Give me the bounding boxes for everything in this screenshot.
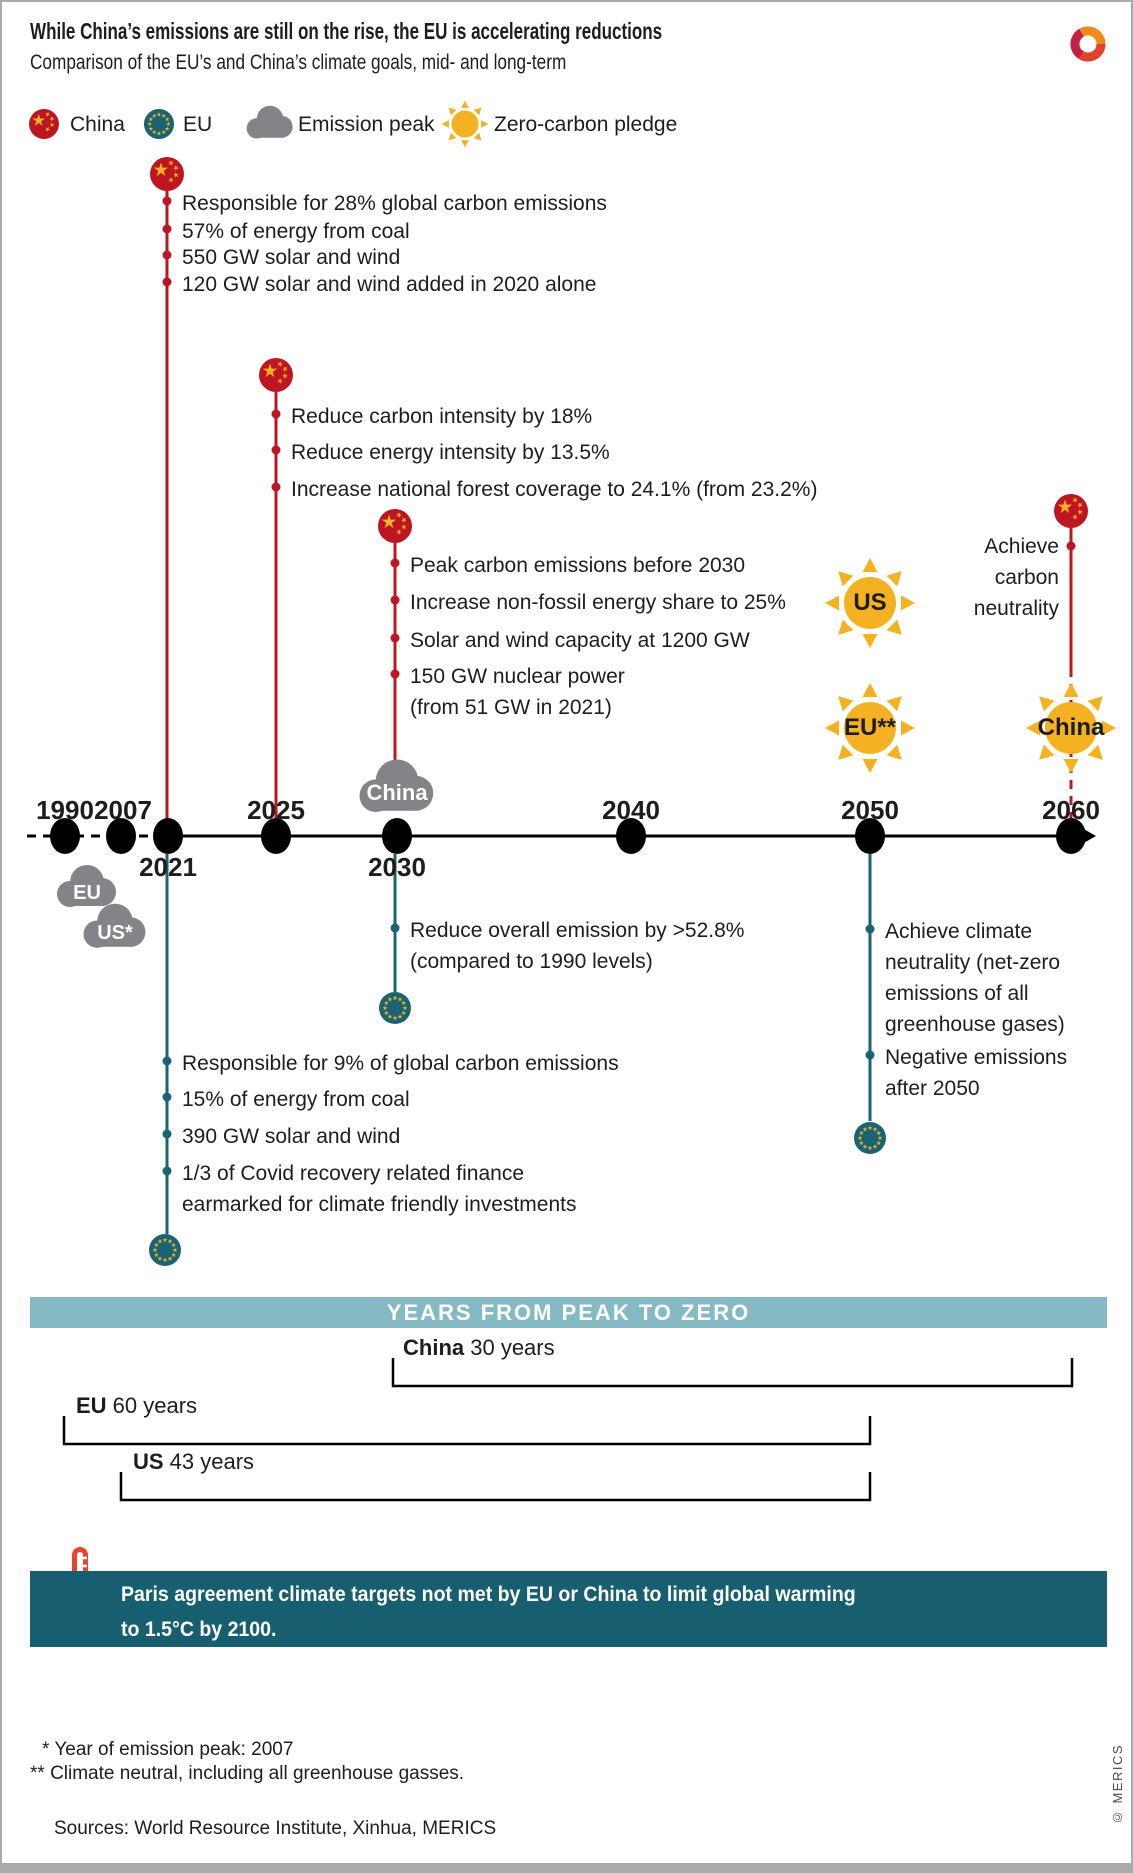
goal-item: 1/3 of Covid recovery related finance ea… [182, 1162, 577, 1216]
china-flag-2030-icon [378, 509, 412, 543]
legend-emission-peak-cloud-icon [246, 105, 293, 139]
goal-item: Responsible for 28% global carbon emissi… [182, 192, 607, 215]
legend-label-china: China [70, 113, 125, 136]
bracket-label-us: US 43 years [133, 1450, 254, 1474]
peak-to-zero-title: YEARS FROM PEAK TO ZERO [386, 1300, 751, 1325]
goal-item: Achieve climate neutrality (net-zero emi… [885, 920, 1065, 1036]
peak-to-zero-banner [30, 1297, 1107, 1328]
china-flag-2025-icon [259, 358, 293, 392]
year-label-2021: 2021 [139, 852, 197, 882]
china-bullet-dots [162, 196, 1076, 679]
sources-line: Sources: World Resource Institute, Xinhu… [54, 1818, 497, 1839]
eu-bracket [62, 1416, 872, 1446]
goal-item: 150 GW nuclear power (from 51 GW in 2021… [410, 665, 625, 719]
eu-bullet-dots [162, 923, 875, 1176]
year-label-2030: 2030 [368, 852, 426, 882]
merics-logo-icon [1070, 26, 1106, 62]
goal-item: 390 GW solar and wind [182, 1125, 401, 1148]
eu-circle-2030-icon [379, 992, 411, 1024]
legend-label-emission-peak: Emission peak [298, 113, 435, 136]
goal-item-2060-neutrality: Achieve carbon neutrality [973, 535, 1059, 620]
goal-item: Negative emissions after 2050 [885, 1046, 1068, 1100]
footnote-2: ** Climate neutral, including all greenh… [30, 1763, 465, 1784]
china-column-lines [165, 191, 1073, 820]
bottom-border-bar [2, 1863, 1131, 1871]
china-flag-2021-icon [150, 157, 184, 191]
goal-item: Responsible for 9% of global carbon emis… [182, 1052, 619, 1075]
goal-item: Increase national forest coverage to 24.… [291, 478, 818, 501]
paris-banner-text: Paris agreement climate targets not met … [121, 1583, 856, 1641]
goal-item: 15% of energy from coal [182, 1088, 410, 1111]
goal-item: Peak carbon emissions before 2030 [410, 554, 746, 577]
goal-item: Solar and wind capacity at 1200 GW [410, 629, 750, 652]
eu-circle-2050-icon [854, 1122, 886, 1154]
cloud-label-eu: EU [73, 882, 101, 904]
paris-banner [30, 1571, 1107, 1647]
page-title: While China’s emissions are still on the… [30, 18, 663, 44]
goal-item: 550 GW solar and wind [182, 246, 401, 269]
bracket-label-eu: EU 60 years [76, 1394, 197, 1418]
timeline-axis [27, 828, 1096, 844]
year-label-2025: 2025 [247, 795, 305, 825]
footnote-1: * Year of emission peak: 2007 [42, 1739, 294, 1760]
goal-item: Reduce energy intensity by 13.5% [291, 441, 610, 464]
us-bracket [119, 1472, 872, 1502]
goal-item: Reduce carbon intensity by 18% [291, 405, 593, 428]
goal-item: Increase non-fossil energy share to 25% [410, 591, 786, 614]
bracket-label-china: China 30 years [403, 1336, 555, 1360]
legend-label-zero-carbon: Zero-carbon pledge [494, 113, 678, 136]
timeline-dots [50, 818, 1086, 854]
legend-eu-circle-icon [144, 109, 174, 139]
goal-item: 57% of energy from coal [182, 220, 410, 243]
bracket-duration-china: 30 years [464, 1335, 555, 1360]
year-label-2040: 2040 [602, 795, 660, 825]
goal-item: Reduce overall emission by >52.8% (compa… [410, 919, 745, 973]
cloud-label-china: China [366, 780, 428, 805]
eu-circle-2021-icon [149, 1234, 181, 1266]
bracket-region-china: China [403, 1335, 465, 1360]
china-flag-2060-icon [1054, 494, 1088, 528]
goal-item: 120 GW solar and wind added in 2020 alon… [182, 273, 597, 296]
legend-label-eu: EU [183, 113, 213, 136]
sun-label-china: China [1037, 714, 1105, 741]
year-label-2060: 2060 [1042, 795, 1100, 825]
year-label-2050: 2050 [841, 795, 899, 825]
sun-label-eu: EU** [843, 714, 897, 741]
legend-china-flag-icon [29, 109, 59, 139]
copyright-vertical: © MERICS [1110, 1744, 1125, 1826]
bracket-duration-eu: 60 years [106, 1393, 198, 1418]
bracket-duration-us: 43 years [163, 1449, 255, 1474]
sun-label-us: US [853, 589, 887, 616]
bracket-region-us: US [133, 1449, 164, 1474]
legend-zero-carbon-sun-icon [442, 101, 489, 148]
year-label-1990: 1990 [36, 795, 94, 825]
peak-to-zero-brackets [62, 1358, 1074, 1502]
cloud-label-us: US* [97, 922, 133, 944]
bracket-region-eu: EU [76, 1393, 107, 1418]
year-label-2007: 2007 [94, 795, 152, 825]
page-subtitle: Comparison of the EU’s and China’s clima… [30, 51, 567, 74]
china-bracket [391, 1358, 1074, 1388]
